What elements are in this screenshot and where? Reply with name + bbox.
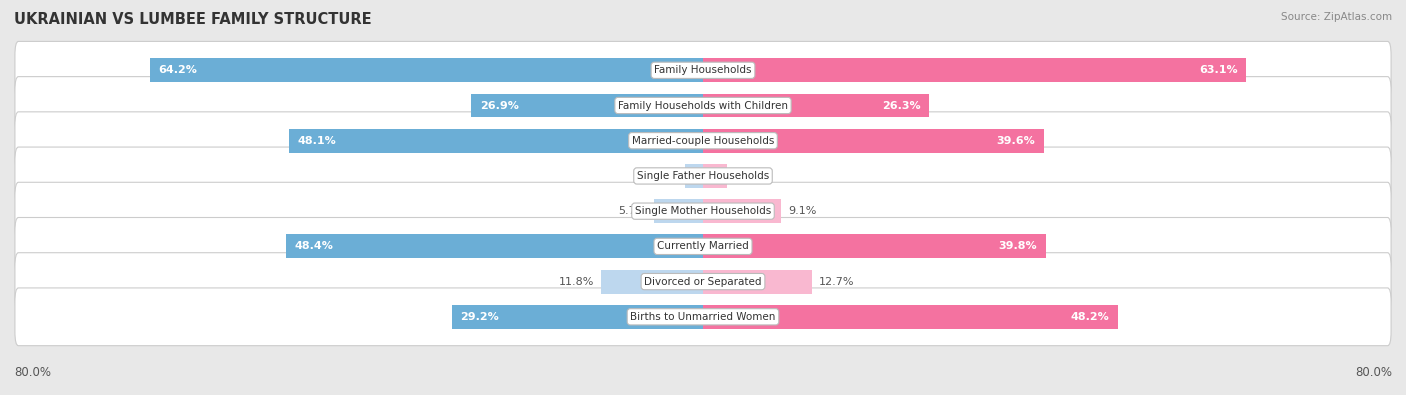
Text: Married-couple Households: Married-couple Households [631, 136, 775, 146]
Bar [451, 305, 703, 329]
FancyBboxPatch shape [15, 288, 1391, 346]
Bar [471, 94, 703, 117]
Bar [287, 234, 703, 258]
Bar [685, 164, 703, 188]
FancyBboxPatch shape [15, 253, 1391, 310]
Text: 48.4%: 48.4% [295, 241, 333, 251]
Text: 39.6%: 39.6% [997, 136, 1035, 146]
Text: 2.1%: 2.1% [650, 171, 678, 181]
Text: Births to Unmarried Women: Births to Unmarried Women [630, 312, 776, 322]
Text: 2.8%: 2.8% [734, 171, 762, 181]
Text: 12.7%: 12.7% [820, 276, 855, 287]
Text: Family Households: Family Households [654, 65, 752, 75]
Bar [703, 270, 813, 293]
FancyBboxPatch shape [15, 41, 1391, 99]
Text: 29.2%: 29.2% [460, 312, 499, 322]
Text: 48.2%: 48.2% [1071, 312, 1109, 322]
Bar [703, 129, 1045, 153]
Text: Family Households with Children: Family Households with Children [619, 100, 787, 111]
Text: Divorced or Separated: Divorced or Separated [644, 276, 762, 287]
FancyBboxPatch shape [15, 218, 1391, 275]
Text: 80.0%: 80.0% [14, 366, 51, 379]
Bar [703, 305, 1118, 329]
Text: 5.7%: 5.7% [619, 206, 647, 216]
Text: 11.8%: 11.8% [560, 276, 595, 287]
Bar [703, 58, 1246, 82]
Bar [703, 234, 1046, 258]
Text: 26.3%: 26.3% [882, 100, 921, 111]
FancyBboxPatch shape [15, 147, 1391, 205]
Bar [703, 94, 929, 117]
FancyBboxPatch shape [15, 112, 1391, 169]
Bar [150, 58, 703, 82]
Bar [703, 164, 727, 188]
Text: 80.0%: 80.0% [1355, 366, 1392, 379]
Text: Source: ZipAtlas.com: Source: ZipAtlas.com [1281, 12, 1392, 22]
Bar [288, 129, 703, 153]
Text: 48.1%: 48.1% [298, 136, 336, 146]
Text: UKRAINIAN VS LUMBEE FAMILY STRUCTURE: UKRAINIAN VS LUMBEE FAMILY STRUCTURE [14, 12, 371, 27]
Text: Single Father Households: Single Father Households [637, 171, 769, 181]
FancyBboxPatch shape [15, 182, 1391, 240]
Text: 64.2%: 64.2% [159, 65, 198, 75]
Legend: Ukrainian, Lumbee: Ukrainian, Lumbee [616, 392, 790, 395]
Text: 9.1%: 9.1% [789, 206, 817, 216]
Text: Currently Married: Currently Married [657, 241, 749, 251]
Bar [602, 270, 703, 293]
Text: 39.8%: 39.8% [998, 241, 1038, 251]
FancyBboxPatch shape [15, 77, 1391, 134]
Text: 63.1%: 63.1% [1199, 65, 1237, 75]
Bar [703, 199, 782, 223]
Text: 26.9%: 26.9% [479, 100, 519, 111]
Text: Single Mother Households: Single Mother Households [636, 206, 770, 216]
Bar [654, 199, 703, 223]
